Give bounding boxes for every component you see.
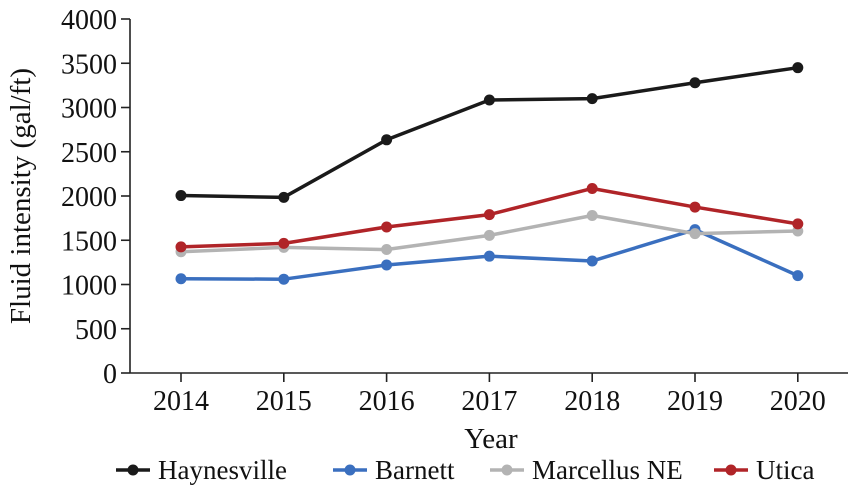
legend-label-barnett: Barnett — [375, 455, 455, 485]
data-point-marcellus-ne — [586, 209, 598, 221]
y-tick-label: 0 — [103, 359, 117, 390]
legend-item-marcellus-ne: Marcellus NE — [490, 455, 683, 485]
y-tick-label: 1000 — [61, 271, 117, 302]
y-tick-label: 2000 — [61, 182, 117, 213]
x-tick-label: 2015 — [256, 386, 312, 417]
x-tick-label: 2018 — [564, 386, 620, 417]
legend-label-utica: Utica — [756, 455, 814, 485]
data-point-haynesville — [278, 191, 290, 203]
legend-label-haynesville: Haynesville — [158, 455, 287, 485]
y-tick-label: 3500 — [61, 49, 117, 80]
data-point-utica — [689, 201, 701, 213]
data-point-barnett — [175, 273, 187, 285]
x-tick-label: 2014 — [153, 386, 209, 417]
data-point-barnett — [278, 273, 290, 285]
x-tick-label: 2019 — [667, 386, 723, 417]
data-point-utica — [483, 209, 495, 221]
y-tick-label: 3000 — [61, 94, 117, 125]
data-point-barnett — [483, 250, 495, 262]
y-tick-label: 4000 — [61, 5, 117, 36]
data-point-utica — [792, 218, 804, 230]
data-point-barnett — [792, 270, 804, 282]
data-point-haynesville — [689, 77, 701, 89]
y-tick-label: 500 — [75, 315, 117, 346]
series-layer — [175, 62, 804, 285]
legend-item-utica: Utica — [714, 455, 814, 485]
data-point-utica — [175, 241, 187, 253]
series-haynesville — [175, 62, 804, 203]
legend: Haynesville Barnett Marcellus NE Utica — [116, 455, 814, 485]
data-point-barnett — [586, 255, 598, 267]
x-tick-label: 2020 — [770, 386, 826, 417]
data-point-marcellus-ne — [689, 228, 701, 240]
data-point-haynesville — [586, 93, 598, 105]
series-line-haynesville — [179, 65, 800, 200]
data-point-haynesville — [792, 62, 804, 74]
legend-item-haynesville: Haynesville — [116, 455, 287, 485]
data-point-barnett — [381, 259, 393, 271]
data-point-haynesville — [381, 134, 393, 146]
data-point-utica — [586, 182, 598, 194]
legend-marker-marcellus-ne — [501, 464, 513, 476]
legend-marker-haynesville — [127, 464, 139, 476]
data-point-marcellus-ne — [483, 229, 495, 241]
x-ticks: 2014 2015 2016 2017 2018 2019 2020 — [153, 373, 826, 417]
y-tick-label: 1500 — [61, 226, 117, 257]
data-point-utica — [381, 221, 393, 233]
data-point-utica — [278, 237, 290, 249]
legend-marker-utica — [725, 464, 737, 476]
x-axis-title: Year — [464, 423, 518, 455]
legend-item-barnett: Barnett — [333, 455, 455, 485]
data-point-marcellus-ne — [381, 244, 393, 256]
legend-label-marcellus-ne: Marcellus NE — [532, 455, 683, 485]
x-tick-label: 2017 — [461, 386, 517, 417]
legend-marker-barnett — [344, 464, 356, 476]
y-tick-label: 2500 — [61, 138, 117, 169]
y-ticks: 0 500 1000 1500 2000 2500 3000 3500 4000 — [61, 5, 130, 390]
x-tick-label: 2016 — [359, 386, 415, 417]
y-axis-title: Fluid intensity (gal/ft) — [5, 68, 37, 324]
data-point-haynesville — [483, 94, 495, 106]
data-point-haynesville — [175, 190, 187, 202]
series-utica — [175, 182, 804, 253]
